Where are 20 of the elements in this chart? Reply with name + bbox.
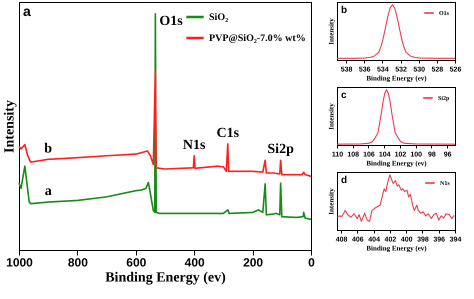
x-axis-title: Binding Energy (ev) [105,270,226,286]
legend-label: PVP@SiO₂-7.0% wt% [209,33,306,44]
annotation: d [341,175,348,186]
annotation: a [44,184,52,200]
annotation: a [23,3,31,19]
x-tick-label: 800 [68,256,88,270]
annotation: b [44,141,52,156]
x-tick-label: 600 [126,256,147,270]
annotation: c [341,90,347,101]
annotation: b [341,5,348,16]
annotation: Si2p [267,142,294,158]
annotation: N1s [182,138,206,153]
y-axis-title: Intensity [2,100,18,153]
x-tick-label: 0 [308,256,316,270]
legend-label: SiO₂ [209,12,228,23]
x-tick-label: 200 [243,256,264,270]
annotation: C1s [216,126,240,141]
x-tick-label: 400 [184,256,206,270]
x-tick-label: 1000 [6,256,34,270]
annotation: O1s [159,14,184,29]
